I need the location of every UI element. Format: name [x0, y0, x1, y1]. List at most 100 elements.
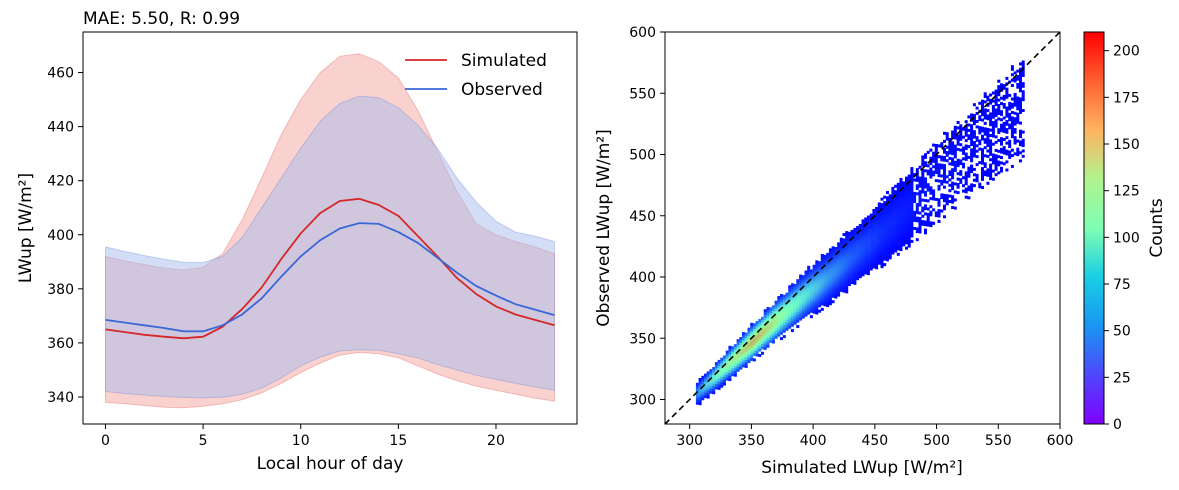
density-cell [842, 268, 846, 272]
density-cell [828, 302, 832, 306]
density-cell [877, 242, 881, 246]
density-cell [736, 355, 740, 359]
density-cell [801, 294, 805, 298]
density-cell [788, 288, 792, 291]
density-cell [785, 325, 789, 328]
density-cell [1013, 101, 1017, 105]
density-cell [972, 151, 976, 155]
density-cell [766, 307, 770, 310]
density-cell [807, 265, 811, 269]
density-cell [907, 204, 911, 208]
density-cell [932, 208, 936, 212]
density-cell [831, 251, 835, 255]
density-cell [894, 206, 898, 210]
density-cell [975, 138, 979, 142]
density-cell [1019, 151, 1022, 155]
density-cell [877, 202, 881, 206]
density-cell [864, 217, 868, 221]
density-cell [959, 137, 963, 141]
density-cell [932, 221, 936, 225]
density-cell [837, 288, 841, 292]
density-cell [1005, 168, 1009, 172]
density-cell [725, 366, 729, 370]
density-cell [714, 372, 718, 376]
density-cell [739, 345, 743, 349]
density-cell [869, 232, 873, 236]
density-cell [698, 383, 702, 387]
density-cell [1002, 121, 1006, 125]
density-cell [902, 232, 906, 236]
density-cell [812, 308, 816, 311]
density-cell [755, 334, 759, 338]
density-cell [1019, 102, 1022, 106]
density-cell [695, 382, 699, 386]
density-cell [763, 317, 767, 321]
density-cell [695, 393, 699, 397]
density-cell [793, 321, 797, 325]
density-cell [907, 201, 911, 205]
density-cell [837, 277, 841, 281]
density-cell [970, 116, 974, 120]
density-cell [788, 285, 792, 289]
density-cell [894, 233, 898, 237]
density-cell [755, 340, 759, 343]
density-cell [847, 231, 851, 235]
density-cell [847, 280, 851, 284]
density-cell [972, 173, 976, 177]
density-cell [788, 309, 792, 313]
density-cell [872, 260, 876, 264]
density-cell [1008, 104, 1012, 108]
density-cell [883, 230, 887, 234]
density-cell [1019, 97, 1022, 101]
density-cell [983, 92, 987, 96]
density-cell [962, 162, 965, 166]
density-cell [818, 282, 822, 286]
density-cell [828, 294, 832, 298]
density-cell [847, 237, 851, 241]
density-cell [921, 198, 925, 202]
density-cell [943, 199, 946, 203]
density-cell [804, 289, 808, 293]
density-cell [972, 116, 976, 120]
density-cell [972, 130, 976, 134]
density-cell [742, 353, 745, 357]
density-cell [698, 394, 702, 398]
density-cell [858, 256, 862, 260]
density-cell [766, 339, 770, 343]
density-cell [736, 344, 740, 348]
density-cell [815, 300, 819, 304]
y-axis-label: LWup [W/m²] [16, 173, 36, 283]
density-cell [924, 223, 927, 227]
density-cell [907, 231, 911, 235]
density-cell [877, 221, 881, 225]
density-cell [782, 305, 786, 309]
density-cell [828, 296, 832, 300]
density-cell [774, 311, 778, 315]
density-cell [902, 235, 906, 239]
x-axis-label: Local hour of day [257, 454, 404, 474]
y-tick-label: 460 [47, 66, 74, 82]
density-cell [975, 136, 979, 140]
density-cell [801, 277, 805, 281]
density-cell [872, 254, 876, 258]
density-cell [875, 212, 879, 216]
density-cell [831, 281, 835, 285]
density-cell [981, 107, 984, 111]
density-cell [953, 133, 957, 137]
density-cell [853, 268, 857, 272]
density-cell [812, 302, 816, 306]
density-cell [777, 320, 781, 324]
density-cell [1000, 147, 1003, 151]
density-cell [989, 147, 993, 151]
density-cell [785, 316, 789, 320]
density-cell [907, 209, 911, 213]
density-cell [780, 299, 783, 303]
density-cell [728, 370, 732, 373]
density-cell [834, 268, 838, 272]
density-cell [981, 169, 984, 173]
density-cell [905, 238, 908, 242]
density-cell [872, 233, 876, 237]
density-cell [978, 118, 982, 121]
x-tick-label: 20 [487, 433, 505, 449]
